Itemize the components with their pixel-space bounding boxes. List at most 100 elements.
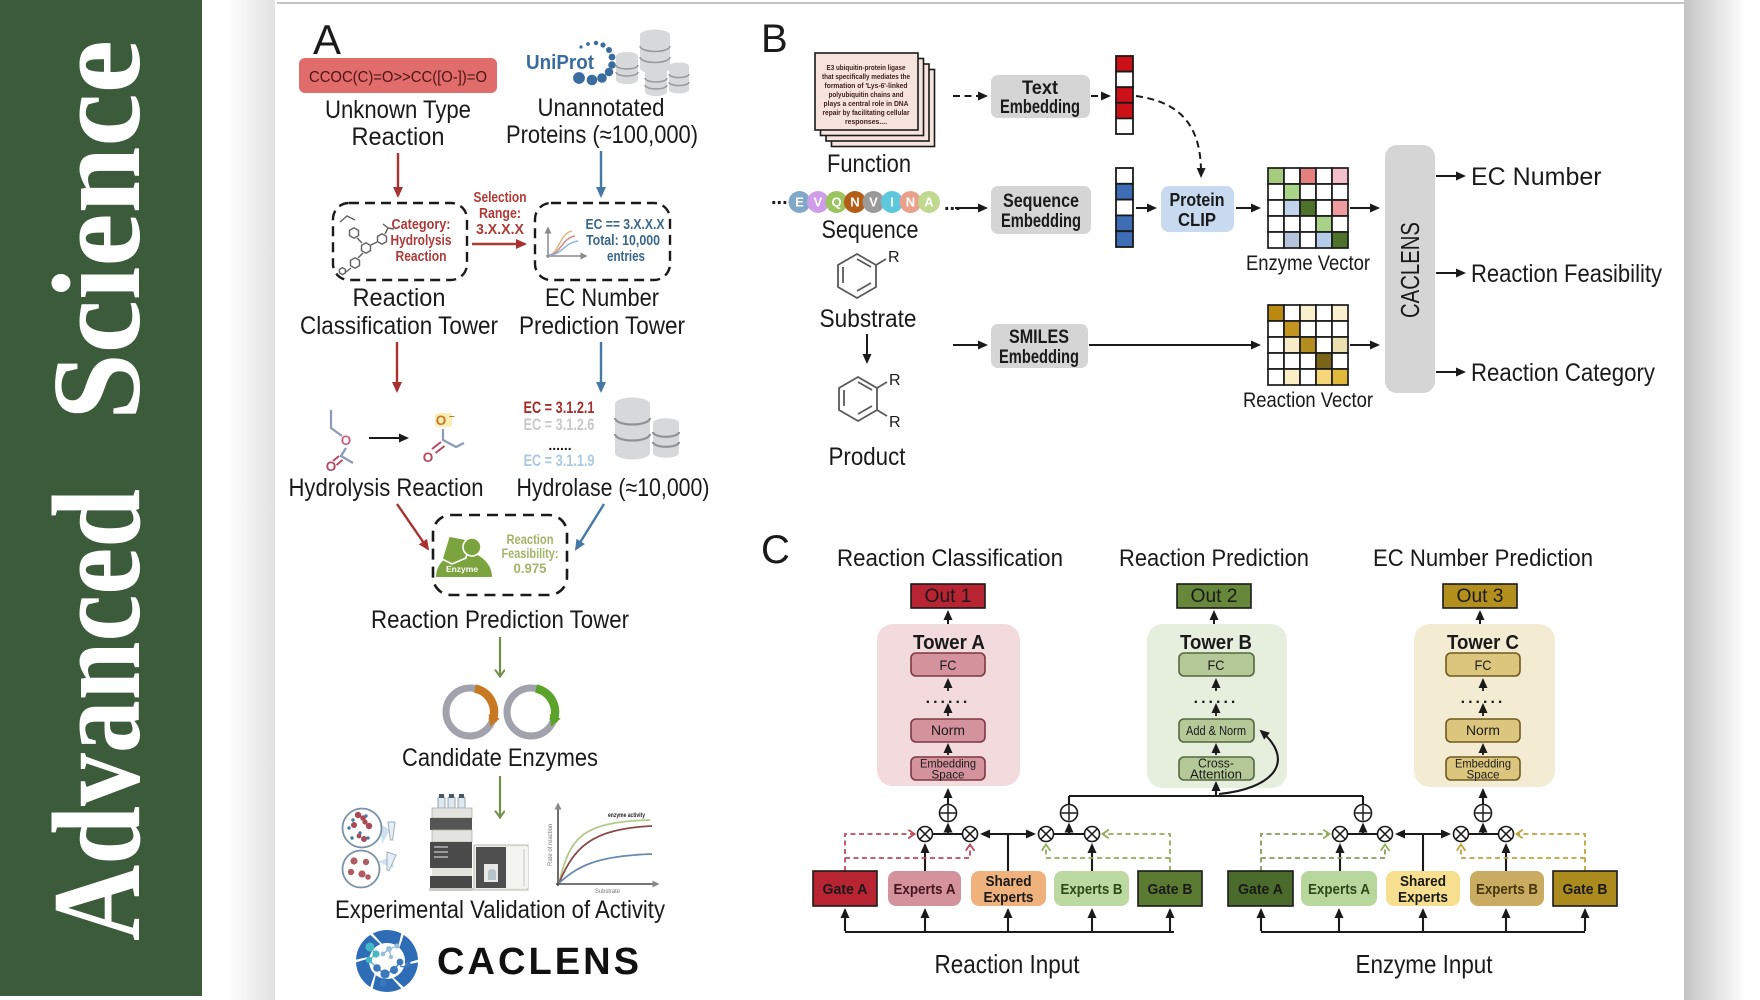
svg-text:Rate of reaction: Rate of reaction xyxy=(548,824,554,866)
svg-text:Q: Q xyxy=(831,195,841,210)
svg-text:......: ...... xyxy=(1194,690,1239,707)
svg-text:EC = 3.1.2.1: EC = 3.1.2.1 xyxy=(524,398,595,417)
svg-text:Experimental Validation of Act: Experimental Validation of Activity xyxy=(335,896,665,924)
svg-text:Total: 10,000: Total: 10,000 xyxy=(586,233,660,249)
svg-text:Out 1: Out 1 xyxy=(925,586,972,607)
svg-text:Advanced: Advanced xyxy=(28,489,167,941)
svg-text:Space: Space xyxy=(1467,768,1500,782)
svg-text:Reaction: Reaction xyxy=(396,249,447,265)
svg-text:Gate A: Gate A xyxy=(1238,881,1283,898)
svg-text:EC Number: EC Number xyxy=(545,284,659,312)
svg-text:Reaction Input: Reaction Input xyxy=(935,949,1081,979)
svg-text:Experts A: Experts A xyxy=(1308,881,1370,898)
svg-text:Proteins (≈100,000): Proteins (≈100,000) xyxy=(506,121,698,149)
svg-text:Hydrolysis Reaction: Hydrolysis Reaction xyxy=(289,474,484,502)
svg-text:Substrate: Substrate xyxy=(595,888,620,895)
svg-text:Category:: Category: xyxy=(392,217,451,233)
svg-text:...: ... xyxy=(944,193,961,215)
svg-text:Selection: Selection xyxy=(474,189,527,206)
svg-text:responses....: responses.... xyxy=(845,117,887,126)
svg-text:Experts A: Experts A xyxy=(894,881,956,898)
svg-text:polyubiquitin chains and: polyubiquitin chains and xyxy=(829,90,904,99)
svg-text:3.X.X.X: 3.X.X.X xyxy=(476,221,524,238)
svg-text:Protein: Protein xyxy=(1170,190,1225,210)
svg-text:CACLENS: CACLENS xyxy=(437,941,642,983)
svg-text:R: R xyxy=(889,372,901,389)
svg-text:A: A xyxy=(924,195,934,210)
svg-text:Embedding: Embedding xyxy=(920,757,976,771)
svg-text:V: V xyxy=(814,195,823,210)
svg-text:Function: Function xyxy=(827,150,911,178)
svg-text:Norm: Norm xyxy=(931,722,965,738)
svg-text:Shared: Shared xyxy=(1400,873,1446,890)
svg-text:EC == 3.X.X.X: EC == 3.X.X.X xyxy=(586,217,665,233)
svg-text:Substrate: Substrate xyxy=(820,305,917,333)
svg-text:C: C xyxy=(761,528,790,572)
svg-text:Candidate Enzymes: Candidate Enzymes xyxy=(402,744,598,772)
svg-text:Gate A: Gate A xyxy=(823,881,868,898)
svg-text:......: ...... xyxy=(548,437,571,453)
svg-text:Experts: Experts xyxy=(984,889,1034,906)
svg-text:Text: Text xyxy=(1022,78,1059,99)
svg-text:N: N xyxy=(906,195,915,210)
svg-text:FC: FC xyxy=(940,657,957,673)
svg-text:FC: FC xyxy=(1475,657,1492,673)
svg-text:V: V xyxy=(869,195,878,210)
svg-text:CACLENS: CACLENS xyxy=(1395,222,1425,318)
svg-text:FC: FC xyxy=(1208,657,1225,673)
svg-text:EC Number: EC Number xyxy=(1471,163,1602,191)
svg-text:Out 2: Out 2 xyxy=(1191,586,1238,607)
svg-text:Feasibility:: Feasibility: xyxy=(502,546,559,561)
svg-text:A: A xyxy=(313,16,341,63)
svg-text:Hydrolase (≈10,000): Hydrolase (≈10,000) xyxy=(517,474,710,502)
svg-text:Tower A: Tower A xyxy=(913,632,985,654)
svg-text:EC = 3.1.1.9: EC = 3.1.1.9 xyxy=(524,451,595,470)
svg-text:R: R xyxy=(889,414,901,431)
svg-text:Embedding: Embedding xyxy=(1000,97,1080,118)
svg-text:–: – xyxy=(449,411,455,422)
svg-text:Reaction Vector: Reaction Vector xyxy=(1243,389,1373,412)
svg-text:O: O xyxy=(326,459,337,474)
svg-text:SMILES: SMILES xyxy=(1009,327,1069,348)
svg-text:entries: entries xyxy=(607,249,645,265)
svg-text:Shared: Shared xyxy=(986,873,1032,890)
svg-text:Gate B: Gate B xyxy=(1563,881,1608,898)
svg-text:Unannotated: Unannotated xyxy=(538,94,665,122)
svg-text:Space: Space xyxy=(932,768,965,782)
svg-text:O: O xyxy=(341,433,352,448)
svg-text:Reaction Prediction Tower: Reaction Prediction Tower xyxy=(371,606,629,634)
svg-text:Prediction Tower: Prediction Tower xyxy=(519,312,685,340)
svg-text:plays a central role in DNA: plays a central role in DNA xyxy=(824,99,910,108)
svg-text:Sequence: Sequence xyxy=(822,216,919,244)
svg-text:I: I xyxy=(890,195,894,210)
svg-text:CCOC(C)=O>>CC([O-])=O: CCOC(C)=O>>CC([O-])=O xyxy=(309,69,487,86)
svg-text:......: ...... xyxy=(1461,690,1506,707)
svg-text:Embedding: Embedding xyxy=(1001,211,1081,232)
svg-text:repair by facilitating cellula: repair by facilitating cellular xyxy=(823,108,910,117)
svg-text:Science: Science xyxy=(28,40,167,420)
svg-text:Embedding: Embedding xyxy=(1455,757,1511,771)
svg-text:Embedding: Embedding xyxy=(999,347,1079,368)
svg-text:...: ... xyxy=(771,187,788,209)
svg-text:EC Number Prediction: EC Number Prediction xyxy=(1373,545,1593,572)
svg-text:E: E xyxy=(795,195,804,210)
svg-text:Reaction Category: Reaction Category xyxy=(1471,359,1655,387)
svg-text:Reaction: Reaction xyxy=(353,284,446,312)
svg-text:enzyme activity: enzyme activity xyxy=(608,812,645,819)
svg-text:R: R xyxy=(888,249,900,266)
svg-text:Product: Product xyxy=(829,443,906,471)
svg-text:Gate B: Gate B xyxy=(1148,881,1193,898)
svg-text:O: O xyxy=(436,413,447,428)
svg-text:EC = 3.1.2.6: EC = 3.1.2.6 xyxy=(524,415,595,434)
svg-text:Reaction: Reaction xyxy=(507,532,554,547)
svg-text:Classification Tower: Classification Tower xyxy=(300,312,498,340)
svg-text:Experts B: Experts B xyxy=(1476,881,1538,898)
svg-text:Experts: Experts xyxy=(1398,889,1448,906)
svg-text:N: N xyxy=(850,195,859,210)
svg-text:Enzyme Vector: Enzyme Vector xyxy=(1246,252,1370,275)
svg-text:formation of 'Lys-6'-linked: formation of 'Lys-6'-linked xyxy=(825,81,908,90)
svg-text:......: ...... xyxy=(926,690,971,707)
svg-text:Unknown Type: Unknown Type xyxy=(325,96,471,124)
svg-text:Experts B: Experts B xyxy=(1061,881,1123,898)
svg-text:O: O xyxy=(423,450,434,465)
